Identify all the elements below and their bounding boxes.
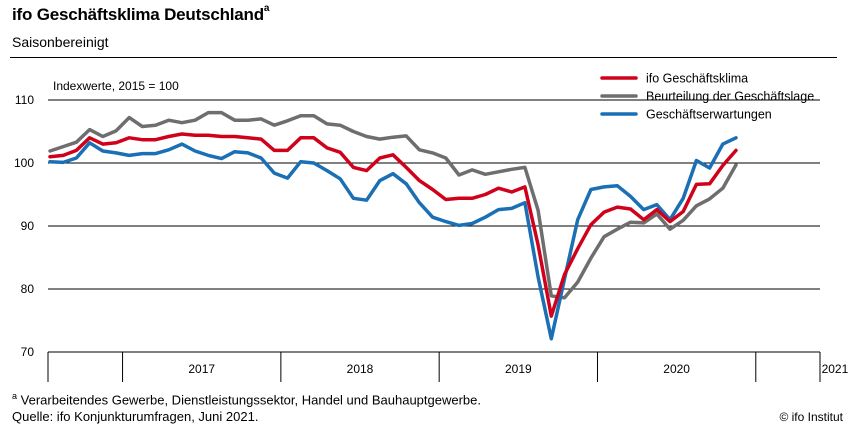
- y-tick-label-110: 110: [15, 93, 34, 107]
- y-tick-label-90: 90: [21, 219, 35, 233]
- legend-label-2: Geschäftserwartungen: [646, 108, 772, 122]
- chart-svg: 70 80 90 100 110 2017 2018 2019 2020 2021 Indexwer…: [14, 72, 849, 382]
- y-tick-label-100: 100: [14, 156, 34, 170]
- legend-label-1: Beurteilung der Geschäftslage: [646, 90, 814, 104]
- y-tick-label-80: 80: [21, 282, 35, 296]
- series-line-1: [48, 110, 738, 300]
- series-line-0: [48, 132, 738, 318]
- chart-title: ifo Geschäftsklima Deutschlanda: [12, 3, 270, 25]
- footnote-text: Verarbeitendes Gewerbe, Dienstleistungss…: [20, 392, 481, 408]
- x-tick-label-2017: 2017: [188, 362, 215, 376]
- x-tick-label-2018: 2018: [347, 362, 374, 376]
- footnote: a Verarbeitendes Gewerbe, Dienstleistung…: [12, 391, 481, 407]
- title-footnote-marker: a: [263, 3, 270, 15]
- x-tick-label-2021: 2021: [822, 362, 849, 376]
- index-annotation: Indexwerte, 2015 = 100: [53, 79, 179, 93]
- chart-title-text: ifo Geschäftsklima Deutschland: [12, 5, 264, 24]
- x-tick-label-2020: 2020: [663, 362, 690, 376]
- chart-subtitle: Saisonbereinigt: [12, 34, 109, 50]
- footnote-marker: a: [12, 391, 18, 401]
- y-tick-label-70: 70: [21, 345, 35, 359]
- ifo-institut-logo: © ifo Institut: [779, 410, 843, 424]
- x-tick-label-2019: 2019: [505, 362, 532, 376]
- source-text: Quelle: ifo Konjunkturumfragen, Juni 202…: [12, 409, 259, 424]
- legend-label-0: ifo Geschäftsklima: [646, 72, 748, 86]
- series-line-2: [48, 136, 738, 341]
- header-divider: [10, 57, 837, 58]
